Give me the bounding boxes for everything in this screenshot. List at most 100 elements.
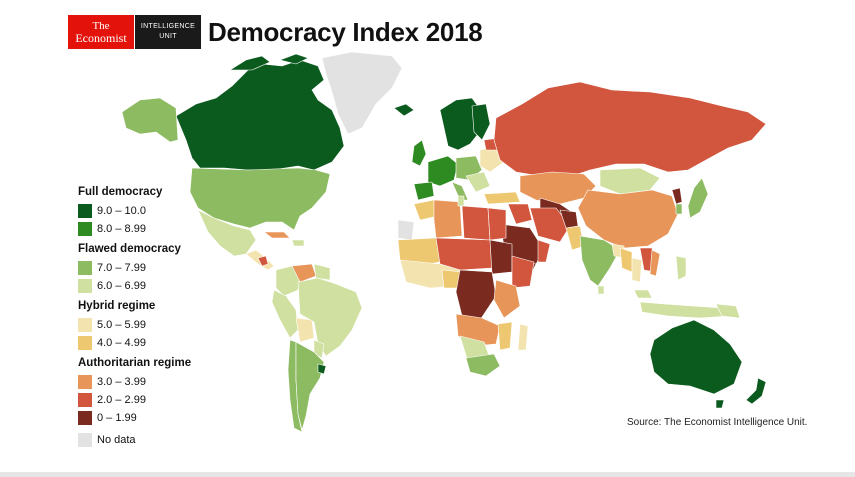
- legend: Full democracy 9.0 – 10.0 8.0 – 8.99 Fla…: [78, 186, 191, 450]
- region-guianas: [313, 263, 331, 281]
- region-italy: [451, 181, 469, 201]
- legend-swatch: [78, 222, 92, 236]
- legend-group-full-democracy: Full democracy 9.0 – 10.0 8.0 – 8.99: [78, 186, 191, 237]
- region-ecuador-peru: [271, 289, 299, 339]
- legend-label: 0 – 1.99: [97, 412, 137, 424]
- region-australia: [649, 319, 743, 395]
- legend-swatch: [78, 318, 92, 332]
- region-thailand: [631, 257, 643, 283]
- region-greenland: [321, 51, 403, 135]
- legend-label: 6.0 – 6.99: [97, 280, 146, 292]
- region-north-korea: [671, 187, 683, 205]
- region-uruguay: [317, 363, 327, 375]
- legend-group-title: Authoritarian regime: [78, 357, 192, 369]
- region-iberia: [413, 181, 435, 201]
- bottom-divider: [0, 472, 855, 477]
- region-mozambique: [497, 321, 513, 351]
- region-new-zealand: [745, 377, 767, 405]
- region-cuba: [263, 231, 291, 239]
- region-caribbean: [291, 239, 305, 247]
- region-uk-ireland: [411, 139, 427, 167]
- region-algeria: [433, 199, 463, 239]
- region-brazil: [297, 277, 363, 357]
- legend-swatch: [78, 375, 92, 389]
- region-iran: [529, 207, 571, 243]
- region-egypt: [487, 207, 507, 241]
- legend-swatch: [78, 279, 92, 293]
- region-western-sahara: [397, 219, 415, 241]
- legend-label: 4.0 – 4.99: [97, 337, 146, 349]
- region-russia: [493, 81, 767, 179]
- legend-group-title: Full democracy: [78, 186, 163, 198]
- region-sri-lanka: [597, 285, 605, 295]
- legend-item: 2.0 – 2.99: [78, 392, 191, 408]
- legend-swatch: [78, 204, 92, 218]
- logo-line-1: The: [92, 20, 110, 32]
- legend-label: 9.0 – 10.0: [97, 205, 146, 217]
- region-papua-new-guinea: [715, 303, 741, 319]
- unit-line-2: UNIT: [159, 33, 177, 40]
- legend-label: 8.0 – 8.99: [97, 223, 146, 235]
- legend-swatch: [78, 411, 92, 425]
- region-arctic-islands: [229, 53, 309, 71]
- region-paraguay: [313, 339, 325, 359]
- region-syria-iraq: [507, 203, 533, 225]
- region-ethiopia-horn: [511, 255, 535, 289]
- intelligence-unit-logo: INTELLIGENCE UNIT: [135, 15, 201, 49]
- region-iceland: [393, 103, 415, 117]
- legend-swatch: [78, 336, 92, 350]
- legend-label: 3.0 – 3.99: [97, 376, 146, 388]
- region-scandinavia: [439, 97, 483, 151]
- region-china: [577, 189, 679, 249]
- legend-group-hybrid-regime: Hybrid regime 5.0 – 5.99 4.0 – 4.99: [78, 300, 191, 351]
- legend-group-flawed-democracy: Flawed democracy 7.0 – 7.99 6.0 – 6.99: [78, 243, 191, 294]
- legend-group-title: Flawed democracy: [78, 243, 181, 255]
- region-bolivia: [295, 317, 315, 343]
- region-sudan: [489, 239, 513, 275]
- legend-item: 7.0 – 7.99: [78, 260, 191, 276]
- unit-line-1: INTELLIGENCE: [140, 23, 196, 30]
- region-myanmar: [619, 247, 633, 273]
- logo-line-2: Economist: [75, 31, 127, 45]
- region-japan: [687, 177, 709, 219]
- legend-swatch: [78, 433, 92, 447]
- region-mexico: [197, 209, 257, 257]
- legend-item: 0 – 1.99: [78, 410, 191, 426]
- legend-label: 2.0 – 2.99: [97, 394, 146, 406]
- region-philippines: [675, 255, 687, 281]
- region-india: [579, 235, 621, 287]
- legend-group-title: Hybrid regime: [78, 300, 156, 312]
- header: The Economist INTELLIGENCE UNIT Democrac…: [68, 15, 483, 49]
- legend-item: 8.0 – 8.99: [78, 221, 191, 237]
- region-turkey: [483, 191, 521, 205]
- legend-label: 5.0 – 5.99: [97, 319, 146, 331]
- region-canada: [175, 59, 345, 171]
- source-note: Source: The Economist Intelligence Unit.: [627, 417, 808, 428]
- region-alaska: [121, 97, 179, 143]
- region-niger-chad: [435, 237, 493, 271]
- region-oman-gulf: [537, 239, 551, 263]
- region-balkans: [465, 171, 491, 193]
- region-east-africa: [493, 279, 521, 319]
- region-tunisia: [457, 195, 465, 207]
- region-western-europe: [427, 155, 459, 187]
- legend-swatch: [78, 261, 92, 275]
- region-south-africa: [465, 353, 501, 377]
- legend-group-authoritarian-regime: Authoritarian regime 3.0 – 3.99 2.0 – 2.…: [78, 357, 191, 426]
- region-tasmania: [715, 399, 725, 409]
- legend-item: 5.0 – 5.99: [78, 317, 191, 333]
- region-finland: [471, 103, 491, 141]
- page-title: Democracy Index 2018: [208, 16, 483, 47]
- legend-item: 3.0 – 3.99: [78, 374, 191, 390]
- legend-item: 9.0 – 10.0: [78, 203, 191, 219]
- legend-item-no-data: No data: [78, 432, 191, 448]
- legend-swatch: [78, 393, 92, 407]
- region-nicaragua: [257, 255, 269, 267]
- legend-item: 6.0 – 6.99: [78, 278, 191, 294]
- region-malaysia: [633, 289, 653, 299]
- legend-item: 4.0 – 4.99: [78, 335, 191, 351]
- legend-label: 7.0 – 7.99: [97, 262, 146, 274]
- region-south-korea: [675, 203, 683, 215]
- region-madagascar: [517, 323, 529, 351]
